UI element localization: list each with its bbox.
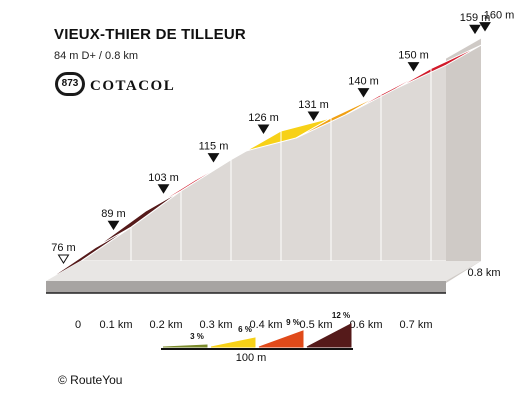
profile-top-faces <box>45 44 482 282</box>
legend-scale-bar <box>161 348 353 350</box>
cotacol-number: 873 <box>58 75 82 93</box>
profile-wall-segment <box>230 130 282 262</box>
elevation-marker-icon <box>107 220 120 231</box>
profile-base <box>46 261 481 294</box>
profile-base-top <box>46 261 481 281</box>
elevation-label: 140 m <box>348 76 379 88</box>
gradient-legend-swatch <box>306 323 352 348</box>
gradient-legend-swatch <box>258 330 304 348</box>
x-tick-label: 0.4 km <box>249 319 282 331</box>
gradient-legend-swatch <box>162 344 208 348</box>
x-axis-ticks: 0 0.1 km 0.2 km 0.3 km 0.4 km 0.5 km 0.6 km 0.7… <box>75 267 501 331</box>
x-tick-label: 0.5 km <box>299 319 332 331</box>
gradient-legend: 3 % 6 % 9 % 12 % 100 m <box>161 311 353 364</box>
profile-wall-segment <box>330 93 382 262</box>
climb-summary: 84 m D+ / 0.8 km <box>54 50 139 62</box>
gradient-segment <box>395 44 482 90</box>
cotacol-logo-text: COTACOL <box>90 78 176 94</box>
gradient-legend-label: 9 % <box>286 318 300 327</box>
gradient-legend-label: 3 % <box>190 332 204 341</box>
elevation-marker-icon <box>357 88 370 98</box>
elevation-label: 126 m <box>248 112 279 124</box>
elevation-markers: 76 m 89 m 103 m 115 m 126 m 131 m 140 m 150 m 15… <box>51 10 515 264</box>
profile-end-wall <box>446 38 481 283</box>
x-tick-label: 0 <box>75 319 81 331</box>
gradient-legend-label: 12 % <box>332 311 350 320</box>
elevation-marker-icon <box>469 24 481 35</box>
elevation-marker-icon <box>157 184 170 194</box>
x-tick-label: 0.7 km <box>399 319 432 331</box>
x-tick-label: 0.6 km <box>349 319 382 331</box>
km-dividers <box>130 68 432 261</box>
x-tick-label: 0.8 km <box>467 267 500 279</box>
gradient-legend-swatch <box>210 337 256 348</box>
elevation-marker-icon <box>407 62 420 72</box>
elevation-marker-icon <box>307 111 320 121</box>
elevation-label: 89 m <box>101 208 125 220</box>
cotacol-badge: 873 <box>55 72 85 96</box>
elevation-label: 159 m <box>460 12 491 24</box>
profile-wall-segment <box>380 67 432 262</box>
elevation-label: 103 m <box>148 172 179 184</box>
legend-scale-label: 100 m <box>236 352 267 364</box>
x-tick-label: 0.1 km <box>99 319 132 331</box>
x-tick-label: 0.3 km <box>199 319 232 331</box>
elevation-marker-icon <box>479 22 491 32</box>
elevation-label: 160 m <box>484 10 515 22</box>
elevation-label: 131 m <box>298 99 329 111</box>
elevation-marker-icon <box>57 254 70 264</box>
elevation-label: 76 m <box>51 242 75 254</box>
elevation-marker-icon <box>207 153 220 163</box>
profile-base-front <box>46 281 446 293</box>
gradient-legend-label: 6 % <box>238 325 252 334</box>
climb-title: VIEUX-THIER DE TILLEUR <box>54 26 246 43</box>
x-tick-label: 0.2 km <box>149 319 182 331</box>
copyright-notice: © RouteYou <box>58 373 123 387</box>
elevation-label: 150 m <box>398 50 429 62</box>
elevation-label: 115 m <box>199 141 229 153</box>
elevation-marker-icon <box>257 124 270 134</box>
profile-side-faces <box>79 38 482 283</box>
profile-wall-segment <box>130 189 182 262</box>
